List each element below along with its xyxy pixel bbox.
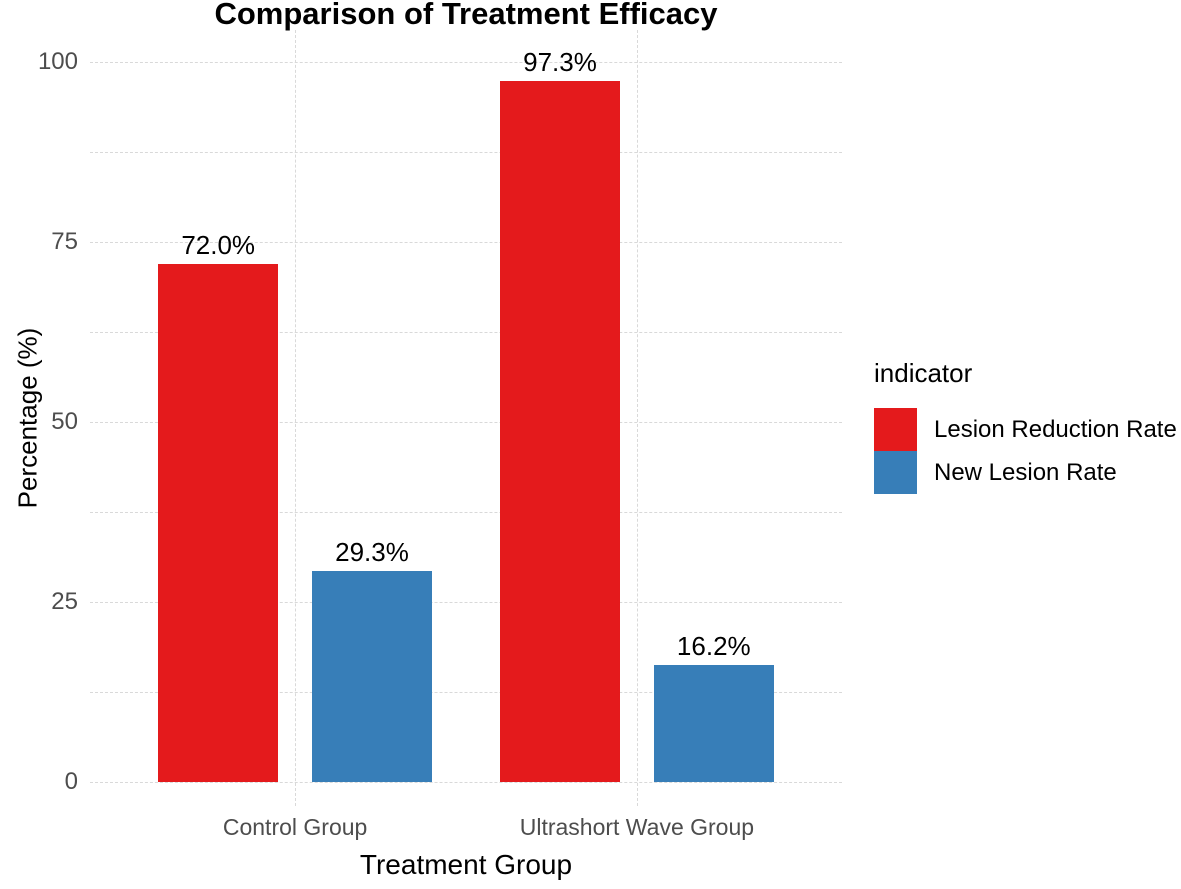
horizontal-gridline: [90, 62, 842, 63]
horizontal-gridline: [90, 422, 842, 423]
vertical-gridline: [295, 30, 297, 806]
legend-title: indicator: [874, 358, 973, 388]
legend-item-lesion-reduction-rate: Lesion Reduction Rate: [874, 408, 1177, 451]
legend-swatch-lesion-reduction-rate: [874, 408, 917, 451]
bar-new-lesion-rate-ultrashort-wave-group: [654, 665, 774, 782]
legend: indicator Lesion Reduction Rate New Lesio…: [874, 358, 1177, 494]
vertical-gridline: [636, 30, 638, 806]
bar-value-label: 29.3%: [335, 537, 409, 567]
horizontal-gridline: [90, 332, 842, 333]
bar-lesion-reduction-rate-control-group: [158, 263, 278, 782]
bar-lesion-reduction-rate-ultrashort-wave-group: [500, 81, 620, 782]
x-tick-label-ultrashort-wave-group: Ultrashort Wave Group: [519, 814, 755, 840]
y-tick-label: 0: [64, 768, 78, 795]
legend-swatch-new-lesion-rate: [874, 451, 917, 494]
y-tick-label: 100: [37, 48, 78, 75]
bar-new-lesion-rate-control-group: [312, 571, 432, 782]
horizontal-gridline: [90, 782, 842, 783]
x-axis-title: Treatment Group: [359, 849, 573, 880]
horizontal-gridline: [90, 242, 842, 243]
chart-title: Comparison of Treatment Efficacy: [214, 0, 718, 31]
horizontal-gridline: [90, 602, 842, 603]
legend-items: Lesion Reduction Rate New Lesion Rate: [874, 408, 1177, 494]
bar-value-label: 97.3%: [523, 47, 597, 78]
legend-label: New Lesion Rate: [934, 458, 1117, 486]
bar-value-label: 72.0%: [181, 229, 256, 260]
bar-value-label: 16.2%: [676, 631, 751, 662]
legend-item-new-lesion-rate: New Lesion Rate: [874, 451, 1177, 494]
x-tick-label-control-group: Control Group: [222, 814, 368, 840]
y-tick-label: 25: [51, 588, 78, 615]
plot-panel: 72.0% 97.3% 29.3% 16.2%: [90, 30, 842, 806]
horizontal-gridline: [90, 512, 842, 513]
horizontal-gridline: [90, 692, 842, 693]
y-tick-label: 75: [51, 228, 78, 255]
y-tick-label: 50: [51, 408, 78, 435]
horizontal-gridline: [90, 152, 842, 153]
legend-label: Lesion Reduction Rate: [934, 415, 1177, 443]
